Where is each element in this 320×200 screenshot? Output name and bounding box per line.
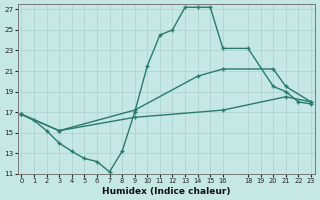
X-axis label: Humidex (Indice chaleur): Humidex (Indice chaleur) xyxy=(102,187,230,196)
